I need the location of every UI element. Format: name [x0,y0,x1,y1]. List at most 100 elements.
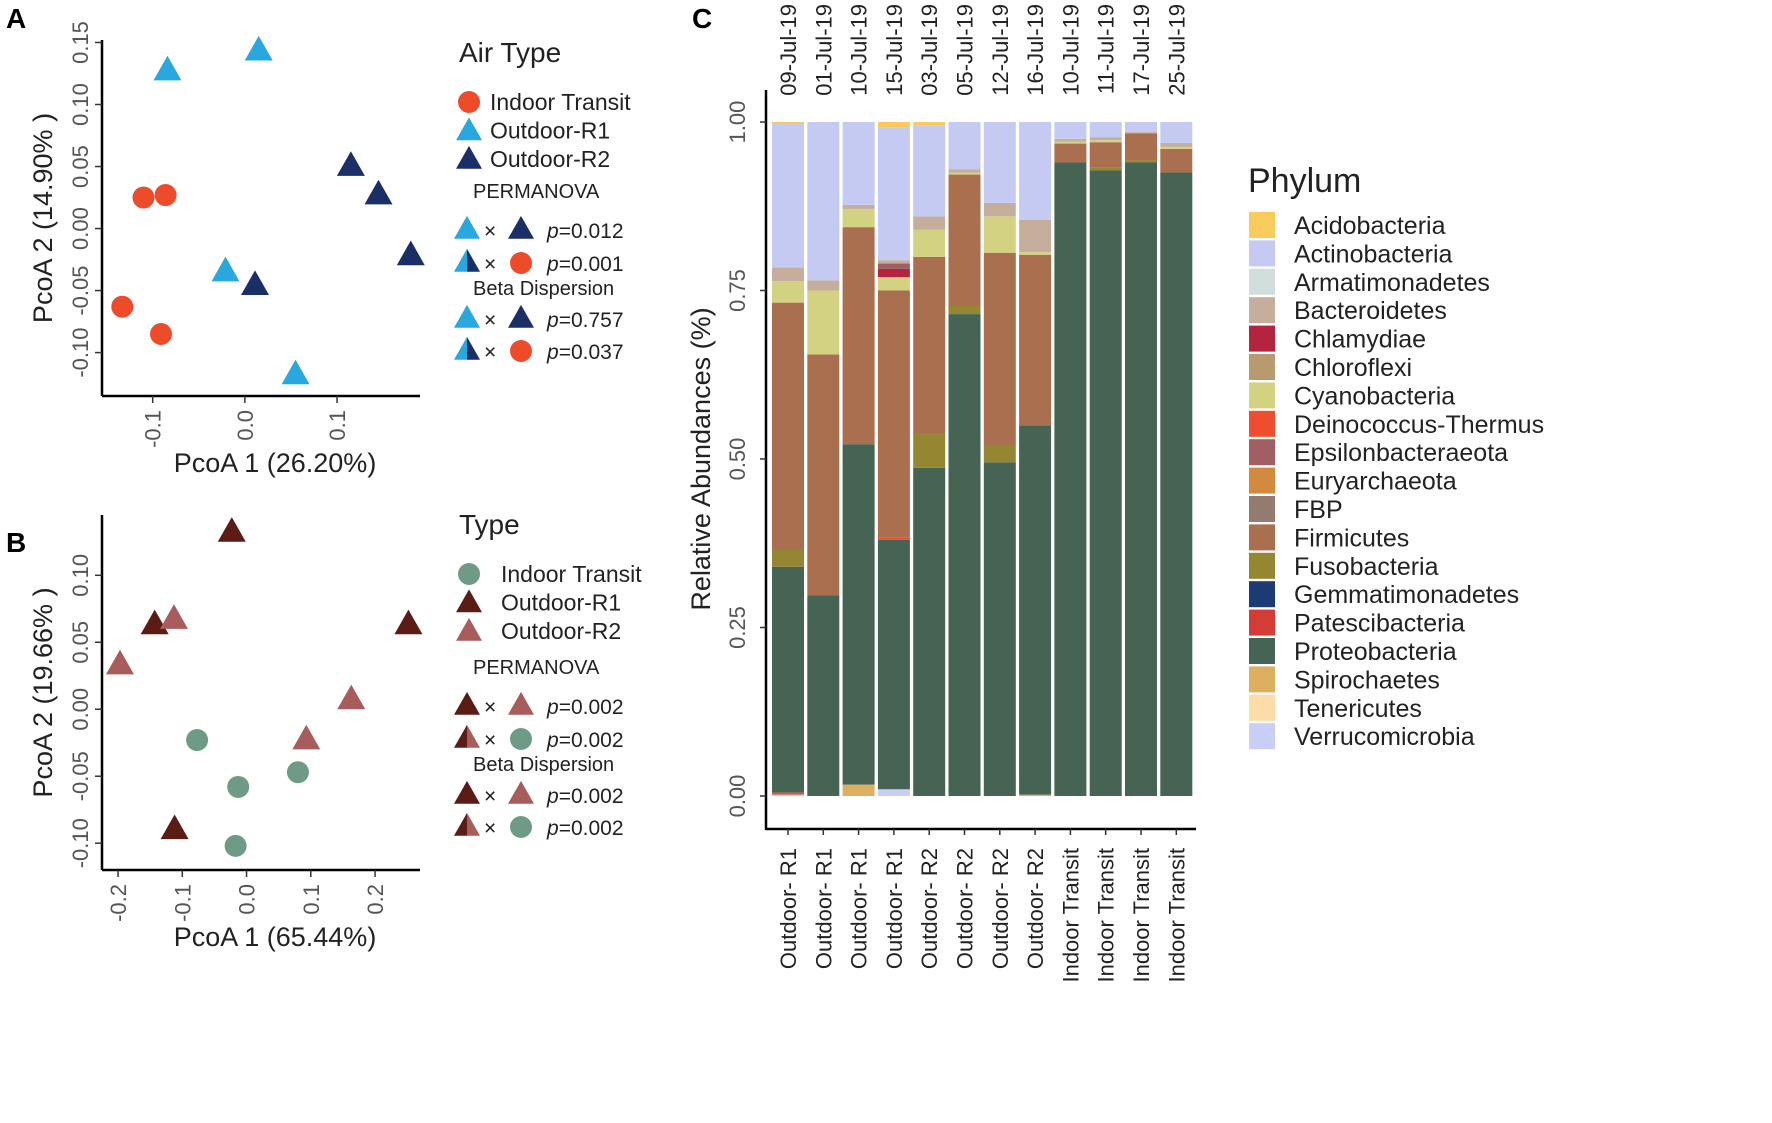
point-outdoor-r1 [281,359,310,385]
bar-1 [772,122,804,796]
legend-key-firmicutes [1249,524,1275,551]
x-tick-label: 0.0 [233,410,258,441]
segment-actinobacteria [772,124,804,268]
p-value-number: =0.002 [559,817,624,840]
segment-proteobacteria [772,566,804,793]
legend-label-euryarchaeota: Euryarchaeota [1294,468,1457,496]
segment-bacteroidetes [1160,142,1193,147]
legend-label-patescibacteria: Patescibacteria [1294,610,1465,638]
panel-b-scatter: -0.10 -0.05 0.00 0.05 0.10 -0.2 -0.1 0.0 0.1 0.2 P… [28,509,642,952]
segment-bacteroidetes [877,260,910,264]
segment-proteobacteria [1019,425,1052,795]
bar-11 [1125,122,1157,796]
legend-label-epsilonbacteraeota: Epsilonbacteraeota [1294,439,1508,467]
bar-date-label: 15-Jul-19 [882,4,907,96]
y-tick-label: 0.10 [68,554,93,597]
legend-label-proteobacteria: Proteobacteria [1294,638,1457,666]
x-tick-label: 0.1 [325,410,350,441]
y-tick-label: 0.00 [68,688,93,731]
legend-label-deinococcus-thermus: Deinococcus-Thermus [1294,411,1544,439]
segment-actinobacteria [807,122,840,281]
point-indoor-transit [227,775,250,798]
point-outdoor-r2 [396,240,425,266]
segment-cyanobacteria [772,281,804,303]
point-outdoor-r2 [159,604,188,629]
stat-key-outdoor-r1 [454,691,480,715]
legend-key-chlamydiae [1249,325,1275,352]
legend-label-fusobacteria: Fusobacteria [1294,553,1439,581]
stat-key-mixed-left-half [454,812,467,836]
segment-proteobacteria [842,444,875,785]
segment-firmicutes [877,290,910,538]
segment-acidobacteria [772,122,804,125]
p-value-number: =0.757 [559,309,624,332]
legend-key-spirochaetes [1249,666,1275,693]
segment-actinobacteria [1054,122,1087,139]
segment-bacteroidetes [913,216,946,230]
bar-date-label: 01-Jul-19 [811,4,836,96]
x-tick-label: -0.1 [170,884,195,922]
segment-proteobacteria [983,462,1016,796]
segment-deinococcus-thermus [772,792,804,795]
bar-category-label: Outdoor- R1 [776,848,801,969]
segment-cyanobacteria [1089,140,1122,143]
legend-key-indoor-transit [458,91,480,113]
p-value: p=0.012 [546,220,624,243]
segment-cyanobacteria [983,216,1016,253]
segment-proteobacteria [1125,162,1157,796]
stat-key-outdoor-r2 [508,780,534,804]
bar-category-label: Indoor Transit [1058,848,1083,983]
segment-firmicutes [913,256,946,435]
point-outdoor-r1 [160,814,189,840]
bar-6 [948,122,981,796]
segment-proteobacteria [948,314,981,796]
bar-category-label: Outdoor- R1 [811,848,836,969]
legend-key-chloroflexi [1249,354,1275,380]
y-tick-label: 0.00 [725,775,750,818]
bar-3 [842,122,875,796]
times-sign: × [484,253,496,276]
segment-deinococcus-thermus [877,537,910,540]
beta-dispersion-title: Beta Dispersion [473,754,614,776]
segment-proteobacteria [807,595,840,796]
legend-title: Air Type [459,37,561,68]
panel-label-c: C [692,3,712,34]
legend-key-verrucomicrobia [1249,723,1275,750]
stat-key-outdoor-r2 [508,304,534,328]
point-outdoor-r2 [336,151,365,176]
panel-label-a: A [6,3,26,34]
legend-key-indoor-transit [458,563,480,585]
segment-actinobacteria [1160,122,1193,143]
y-tick-label: 0.00 [68,207,93,250]
legend-key-outdoor-r2 [456,617,482,641]
p-value: p=0.037 [546,341,624,364]
p-value-number: =0.001 [559,253,624,276]
beta-dispersion-title: Beta Dispersion [473,278,614,300]
bar-10 [1089,122,1122,796]
segment-chlamydiae [877,268,910,278]
legend-key-actinobacteria [1249,240,1275,267]
x-tick-label: 0.1 [299,884,324,915]
point-indoor-transit [224,834,247,857]
legend-label-fbp: FBP [1294,496,1343,524]
bar-7 [983,122,1016,796]
legend-label-outdoor-r2: Outdoor-R2 [490,146,610,172]
stat-key-mixed-left-half [454,724,467,748]
p-value-number: =0.012 [559,220,624,243]
segment-fusobacteria [948,306,981,315]
bar-category-label: Outdoor- R1 [882,848,907,969]
legend-label-outdoor-r1: Outdoor-R1 [490,118,610,144]
p-value: p=0.002 [546,729,624,752]
stat-key-outdoor-r2 [508,691,534,715]
legend-key-fusobacteria [1249,552,1275,579]
legend-key-cyanobacteria [1249,382,1275,409]
p-symbol: p [546,253,559,276]
stat-key-outdoor-r1 [454,215,480,239]
segment-actinobacteria [913,125,946,217]
segment-cyanobacteria [807,290,840,355]
legend-label-verrucomicrobia: Verrucomicrobia [1294,723,1475,751]
segment-actinobacteria [772,794,804,796]
segment-firmicutes [983,252,1016,446]
bar-2 [807,122,840,796]
segment-firmicutes [1019,254,1052,426]
